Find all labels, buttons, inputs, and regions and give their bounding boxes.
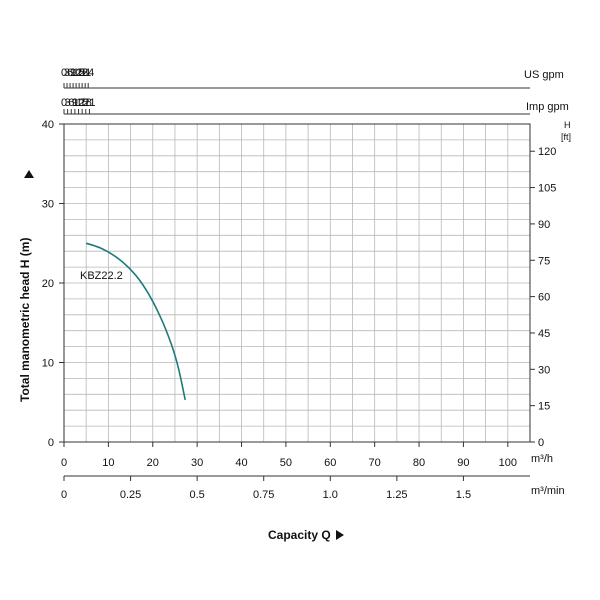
x-axis-arrow-icon — [336, 530, 344, 540]
ft-unit-label-ft: [ft] — [561, 132, 571, 142]
m3h-unit-label: m³/h — [531, 453, 553, 465]
m3min-tick-label: 0 — [61, 489, 67, 501]
curve-label-kbz22-2: KBZ22.2 — [80, 270, 123, 282]
us-gpm-tick-label: 15 — [73, 67, 85, 79]
right-tick-label: 75 — [538, 255, 550, 267]
left-head-m-axis: 0 10 20 30 40 — [42, 119, 64, 449]
imp-gpm-tick-label: 12 — [72, 97, 84, 109]
us-gpm-tick-label: 24 — [82, 67, 94, 79]
us-gpm-tick-label: 3 — [64, 67, 70, 79]
m3min-tick-label: 1.0 — [323, 489, 338, 501]
bottom-m3h-axis: 0 10 20 30 40 50 60 70 80 90 100 — [61, 442, 517, 469]
imp-gpm-tick-label: 6 — [68, 97, 74, 109]
right-tick-label: 30 — [538, 364, 550, 376]
bottom-tick-label: 90 — [457, 457, 469, 469]
m3min-tick-label: 0.75 — [253, 489, 274, 501]
bottom-tick-label: 50 — [280, 457, 292, 469]
m3min-tick-label: 1.25 — [386, 489, 407, 501]
us-gpm-tick-label: 12 — [70, 67, 82, 79]
imp-gpm-tick-label: 15 — [76, 97, 88, 109]
left-tick-label: 10 — [42, 358, 54, 370]
bottom-tick-label: 20 — [147, 457, 159, 469]
bottom-tick-label: 0 — [61, 457, 67, 469]
series-line-kbz22-2 — [85, 242, 186, 401]
bottom-tick-label: 60 — [324, 457, 336, 469]
series-group — [85, 242, 186, 401]
bottom-tick-label: 10 — [102, 457, 114, 469]
right-tick-label: 0 — [538, 437, 544, 449]
bottom-tick-label: 80 — [413, 457, 425, 469]
imp-gpm-tick-label: 18 — [80, 97, 92, 109]
bottom-tick-label: 30 — [191, 457, 203, 469]
us-gpm-tick-label: 21 — [79, 67, 91, 79]
bottom-tick-label: 100 — [499, 457, 517, 469]
us-gpm-unit-label: US gpm — [524, 69, 564, 81]
left-tick-label: 40 — [42, 119, 54, 131]
x-axis-title: Capacity Q — [268, 528, 331, 542]
y-axis-title: Total manometric head H (m) — [18, 238, 32, 402]
us-gpm-tick-label: 18 — [76, 67, 88, 79]
ft-unit-label-h: H — [564, 120, 571, 130]
m3min-tick-label: 0.25 — [120, 489, 141, 501]
imp-gpm-tick-label: 21 — [83, 97, 95, 109]
right-tick-label: 15 — [538, 401, 550, 413]
right-tick-label: 105 — [538, 183, 556, 195]
left-tick-label: 20 — [42, 278, 54, 290]
bottom-tick-label: 40 — [235, 457, 247, 469]
right-tick-label: 45 — [538, 328, 550, 340]
right-tick-label: 60 — [538, 292, 550, 304]
us-gpm-tick-label: 0 — [61, 67, 67, 79]
right-tick-label: 90 — [538, 219, 550, 231]
left-tick-label: 30 — [42, 199, 54, 211]
m3min-tick-label: 1.5 — [456, 489, 471, 501]
us-gpm-tick-label: 6 — [67, 67, 73, 79]
us-gpm-tick-label: 9 — [70, 67, 76, 79]
right-head-ft-axis: 0 15 30 45 60 75 90 105 120 — [530, 146, 556, 449]
imp-gpm-tick-label: 0 — [61, 97, 67, 109]
right-tick-label: 120 — [538, 146, 556, 158]
imp-gpm-tick-label: 3 — [65, 97, 71, 109]
imp-gpm-tick-label: 9 — [72, 97, 78, 109]
m3min-tick-label: 0.5 — [189, 489, 204, 501]
bottom-tick-label: 70 — [369, 457, 381, 469]
grid — [64, 124, 530, 442]
m3min-unit-label: m³/min — [531, 485, 565, 497]
left-tick-label: 0 — [48, 437, 54, 449]
bottom-m3min-axis: 0 0.25 0.5 0.75 1.0 1.25 1.5 — [61, 475, 530, 501]
imp-gpm-unit-label: Imp gpm — [526, 101, 569, 113]
y-axis-arrow-icon — [24, 170, 34, 178]
